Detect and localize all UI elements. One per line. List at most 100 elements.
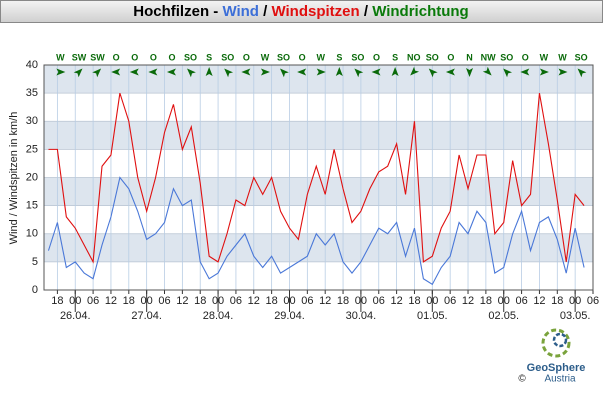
wind-arrow [335,67,343,76]
wind-direction-label: W [56,52,65,62]
wind-arrow [148,68,158,76]
x-tick-label: 06 [373,295,385,307]
title-part: Hochfilzen - [133,3,222,20]
title-part: Wind [222,3,259,20]
x-tick-label: 18 [408,295,420,307]
x-tick-label: 18 [123,295,135,307]
wind-arrow [391,67,399,76]
x-tick-label: 06 [87,295,99,307]
wind-direction-label: SO [221,52,234,62]
x-tick-label: 18 [337,295,349,307]
wind-direction-label: NO [407,52,421,62]
wind-direction-label: NW [481,52,496,62]
date-label: 26.04. [60,310,91,322]
x-tick-label: 18 [266,295,278,307]
title-part: Windspitzen [271,3,359,20]
chart-title: Hochfilzen - Wind / Windspitzen / Windri… [133,3,468,20]
y-tick-label: 5 [32,256,38,268]
x-tick-label: 18 [194,295,206,307]
y-tick-label: 10 [26,228,38,240]
wind-direction-label: O [168,52,175,62]
x-tick-label: 12 [533,295,545,307]
x-tick-label: 12 [462,295,474,307]
copyright: © [518,374,526,385]
grid-band [44,233,593,262]
wind-arrow [558,68,568,76]
wind-direction-label: W [316,52,325,62]
wind-arrow [371,68,381,76]
x-tick-label: 06 [444,295,456,307]
wind-arrow [577,68,587,78]
wind-direction-label: SO [184,52,197,62]
data-line [47,176,585,286]
x-tick-label: 12 [105,295,117,307]
y-axis-label: Wind / Windspitzen in km/h [8,112,20,245]
wind-arrow [354,68,364,78]
grid-band [44,121,593,150]
date-label: 29.04. [274,310,305,322]
wind-direction-label: W [261,52,270,62]
wind-direction-label: SO [575,52,588,62]
wind-arrow [224,68,234,78]
wind-direction-label: O [522,52,529,62]
plot-frame [43,64,594,291]
wind-direction-label: O [113,52,120,62]
wind-direction-label: O [373,52,380,62]
x-tick-label: 06 [230,295,242,307]
x-tick-label: 06 [515,295,527,307]
y-tick-label: 35 [26,87,38,99]
wind-direction-label: SO [351,52,364,62]
data-line [48,92,585,264]
wind-arrow [539,68,549,76]
x-tick-label: 18 [51,295,63,307]
x-tick-label: 18 [551,295,563,307]
wind-arrow [187,68,196,78]
wind-arrow [428,68,438,78]
x-tick-label: 12 [176,295,188,307]
wind-direction-label: W [558,52,567,62]
wind-arrow [111,68,121,76]
wind-arrow [92,68,102,78]
wind-direction-label: SO [277,52,290,62]
x-tick-label: 06 [158,295,170,307]
y-tick-label: 15 [26,200,38,212]
y-tick-label: 0 [32,284,38,296]
wind-direction-label: N [466,52,473,62]
title-part: / [360,3,373,20]
wind-direction-label: S [392,52,398,62]
date-label: 30.04. [346,310,377,322]
x-tick-label: 06 [587,295,599,307]
x-tick-label: 12 [248,295,260,307]
wind-arrow [316,68,326,76]
wind-arrow [73,68,83,78]
wind-arrow [280,68,289,78]
x-tick-label: 12 [390,295,402,307]
wind-direction-label: S [206,52,212,62]
wind-direction-label: SW [90,52,105,62]
logo-sub: Austria [544,374,576,385]
wind-direction-label: O [243,52,250,62]
wind-direction-label: SO [500,52,513,62]
date-label: 02.05. [488,310,519,322]
y-tick-label: 30 [26,115,38,127]
wind-arrow [129,68,139,76]
wind-direction-label: SW [72,52,87,62]
wind-arrow [297,68,307,76]
date-label: 01.05. [417,310,448,322]
title-part: Windrichtung [372,3,469,20]
wind-direction-label: W [540,52,549,62]
wind-arrow [241,68,251,76]
title-part: / [259,3,272,20]
wind-arrow [445,68,455,76]
logo-name: GeoSphere [527,362,586,374]
date-label: 03.05. [560,310,591,322]
wind-arrow [260,68,270,76]
date-label: 28.04. [203,310,234,322]
logo-mark [541,328,571,358]
wind-direction-label: O [447,52,454,62]
wind-arrow [410,66,420,76]
wind-arrow [466,68,474,77]
wind-direction-label: O [131,52,138,62]
wind-arrow [520,68,530,76]
